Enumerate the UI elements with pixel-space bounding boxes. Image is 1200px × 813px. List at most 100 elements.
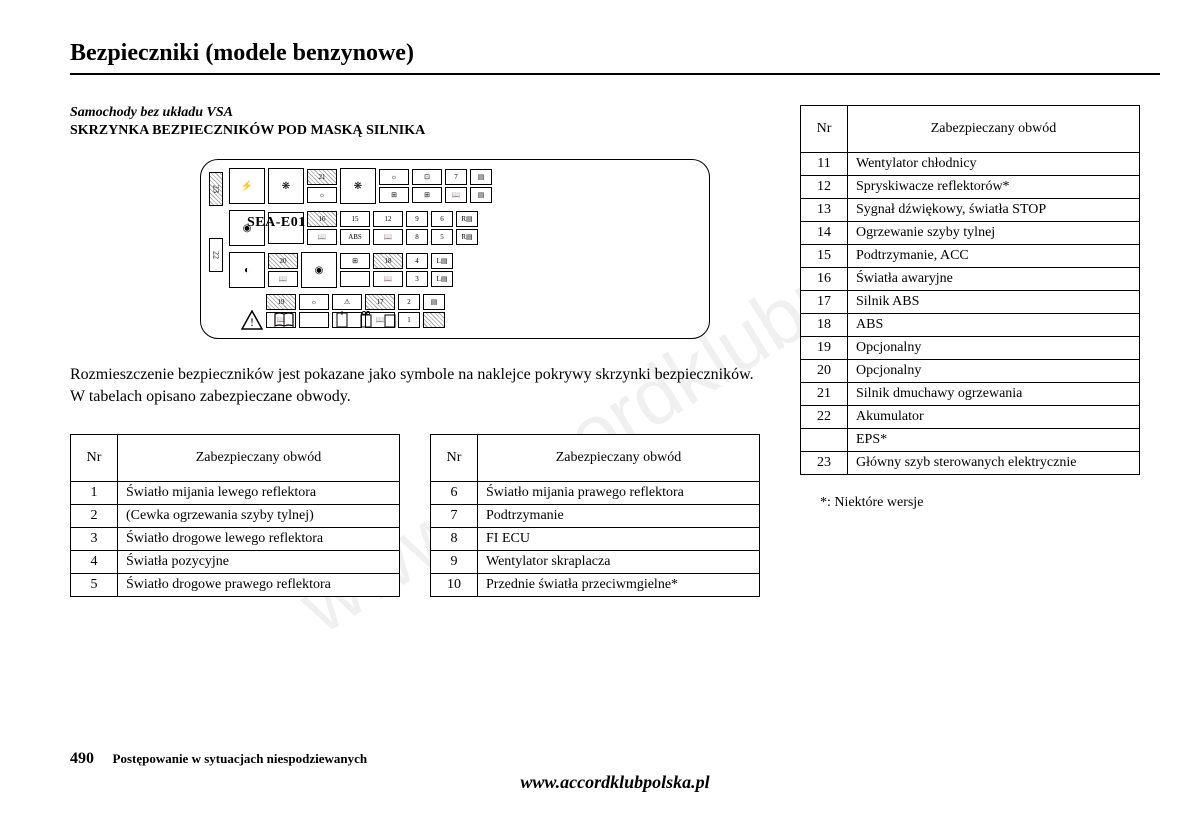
- subtitle-location: SKRZYNKA BEZPIECZNIKÓW POD MASKĄ SILNIKA: [70, 123, 770, 139]
- fuse-slot-22: 22: [209, 238, 223, 272]
- table-row: 11Wentylator chłodnicy: [801, 153, 1140, 176]
- fuse-slot: 📖: [268, 271, 298, 287]
- page-title: Bezpieczniki (modele benzynowe): [70, 40, 1160, 75]
- table1-header-circuit: Zabezpieczany obwód: [118, 434, 400, 481]
- fuse-slot: ⊞: [412, 187, 442, 203]
- fuse-slot: ⊞: [379, 187, 409, 203]
- fuse-slot: 📖: [373, 229, 403, 245]
- table-row: 8FI ECU: [431, 527, 760, 550]
- fuse-puller-icon: [335, 311, 349, 329]
- fuse-slot-23: 23: [209, 172, 223, 206]
- fuse-slot: R▤: [456, 211, 478, 227]
- fuse-slot: [423, 312, 445, 328]
- fuse-slot: 17: [365, 294, 395, 310]
- fuse-slot: ⊡: [412, 169, 442, 185]
- table-row: EPS*: [801, 429, 1140, 452]
- table-row: 1Światło mijania lewego reflektora: [71, 481, 400, 504]
- relay-box: ⚡: [229, 168, 265, 204]
- fuse-slot: 📖: [307, 229, 337, 245]
- fuse-slot-1: 1: [398, 312, 420, 328]
- relay-box: ❋: [268, 168, 304, 204]
- fuse-slot: L▤: [431, 253, 453, 269]
- page-footer: 490 Postępowanie w sytuacjach niespodzie…: [70, 750, 1160, 793]
- table-row: 12Spryskiwacze reflektorów*: [801, 176, 1140, 199]
- fuse-slot: 21: [307, 169, 337, 185]
- table-row: 14Ogrzewanie szyby tylnej: [801, 222, 1140, 245]
- fuse-slot-4: 4: [406, 253, 428, 269]
- fuse-slot: 18: [373, 253, 403, 269]
- right-column: NrZabezpieczany obwód 11Wentylator chłod…: [800, 105, 1160, 597]
- table-row: 15Podtrzymanie, ACC: [801, 245, 1140, 268]
- fuse-slot: 📖: [445, 187, 467, 203]
- fuse-slot: ▤: [470, 169, 492, 185]
- page-container: Bezpieczniki (modele benzynowe) Samochod…: [0, 0, 1200, 813]
- fuse-slot: ABS: [340, 229, 370, 245]
- spare-fuse-icon: [383, 311, 397, 329]
- table-row: 23Główny szyb sterowanych elektrycznie: [801, 452, 1140, 475]
- table-row: 2(Cewka ogrzewania szyby tylnej): [71, 504, 400, 527]
- fuse-table-1: NrZabezpieczany obwód 1Światło mijania l…: [70, 434, 400, 597]
- table-row: 13Sygnał dźwiękowy, światła STOP: [801, 199, 1140, 222]
- fuse-slot: 8: [406, 229, 428, 245]
- fuse-slot: ☼: [299, 294, 329, 310]
- table-row: 22Akumulator: [801, 406, 1140, 429]
- fuse-slot: ▤: [470, 187, 492, 203]
- warning-triangle-icon: !: [241, 310, 263, 330]
- fuse-slot-2: 2: [398, 294, 420, 310]
- relay-box: ◉: [301, 252, 337, 288]
- table3-header-nr: Nr: [801, 106, 848, 153]
- fuse-slot: 15: [340, 211, 370, 227]
- table-row: 3Światło drogowe lewego reflektora: [71, 527, 400, 550]
- footer-url: www.accordklubpolska.pl: [70, 772, 1160, 793]
- fuse-slot: [340, 271, 370, 287]
- fuse-table-2: NrZabezpieczany obwód 6Światło mijania p…: [430, 434, 760, 597]
- description-text: Rozmieszczenie bezpieczników jest pokaza…: [70, 364, 770, 409]
- fuse-table-3: NrZabezpieczany obwód 11Wentylator chłod…: [800, 105, 1140, 475]
- table-row: 17Silnik ABS: [801, 291, 1140, 314]
- fuse-slot-3: 3: [406, 271, 428, 287]
- fuse-slot: 📖: [373, 271, 403, 287]
- relay-box: ◐: [229, 252, 265, 288]
- table-row: 4Światła pozycyjne: [71, 550, 400, 573]
- table-row: 20Opcjonalny: [801, 360, 1140, 383]
- footnote: *: Niektóre wersje: [820, 495, 1160, 511]
- table1-header-nr: Nr: [71, 434, 118, 481]
- fuse-icon: [359, 311, 373, 329]
- table-row: 16Światła awaryjne: [801, 268, 1140, 291]
- fuse-slot: ☼: [379, 169, 409, 185]
- svg-text:!: !: [250, 315, 254, 329]
- section-name: Postępowanie w sytuacjach niespodziewany…: [113, 751, 368, 766]
- fuse-slot-5: 5: [431, 229, 453, 245]
- relay-box: ❋: [340, 168, 376, 204]
- bottom-tables-row: NrZabezpieczany obwód 1Światło mijania l…: [70, 434, 770, 597]
- left-column: Samochody bez układu VSA SKRZYNKA BEZPIE…: [70, 105, 770, 597]
- fuse-slot: 9: [406, 211, 428, 227]
- manual-book-icon: [273, 311, 295, 329]
- fuse-slot: 20: [268, 253, 298, 269]
- diagram-legend: !: [241, 310, 397, 330]
- fuse-slot: ⚠: [332, 294, 362, 310]
- fuse-slot-7: 7: [445, 169, 467, 185]
- fuse-slot: ⊞: [340, 253, 370, 269]
- table2-header-circuit: Zabezpieczany obwód: [478, 434, 760, 481]
- table-row: 21Silnik dmuchawy ogrzewania: [801, 383, 1140, 406]
- page-number: 490: [70, 750, 94, 767]
- table2-header-nr: Nr: [431, 434, 478, 481]
- fuse-slot: 16: [307, 211, 337, 227]
- content-columns: Samochody bez układu VSA SKRZYNKA BEZPIE…: [70, 105, 1160, 597]
- fusebox-diagram: SEA-E01 23 22 ⚡ ❋ 21☼ ❋ ☼⊞: [200, 159, 710, 339]
- table3-header-circuit: Zabezpieczany obwód: [848, 106, 1140, 153]
- fuse-slot: R▤: [456, 229, 478, 245]
- table-row: 19Opcjonalny: [801, 337, 1140, 360]
- table-row: 6Światło mijania prawego reflektora: [431, 481, 760, 504]
- table-row: 18ABS: [801, 314, 1140, 337]
- fuse-slot: L▤: [431, 271, 453, 287]
- table-row: 9Wentylator skraplacza: [431, 550, 760, 573]
- fuse-slot: 12: [373, 211, 403, 227]
- table-row: 7Podtrzymanie: [431, 504, 760, 527]
- fuse-slot: ▤: [423, 294, 445, 310]
- fuse-slot-6: 6: [431, 211, 453, 227]
- table-row: 10Przednie światła przeciwmgielne*: [431, 573, 760, 596]
- subtitle-variant: Samochody bez układu VSA: [70, 105, 770, 121]
- fuse-slot: 19: [266, 294, 296, 310]
